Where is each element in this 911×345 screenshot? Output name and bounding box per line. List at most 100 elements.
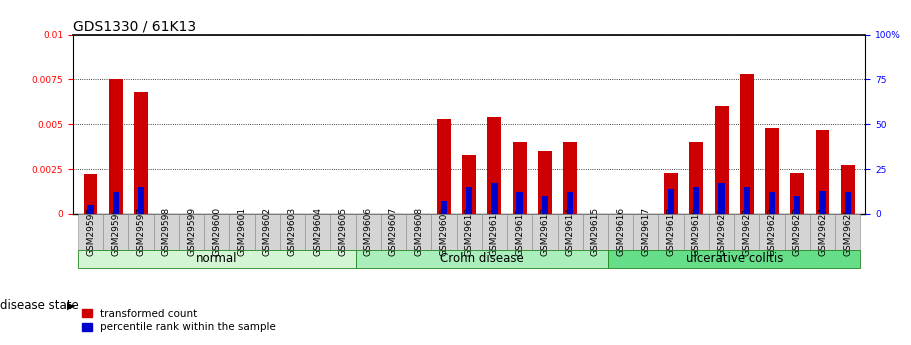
Text: GSM29598: GSM29598 [162, 207, 170, 256]
Bar [819, 190, 825, 214]
Bar [844, 193, 851, 214]
Bar [466, 187, 472, 214]
Text: GSM29600: GSM29600 [212, 207, 221, 256]
FancyBboxPatch shape [431, 214, 456, 250]
Text: GSM29608: GSM29608 [415, 207, 424, 256]
FancyBboxPatch shape [482, 214, 507, 250]
Bar [563, 142, 577, 214]
Bar [538, 151, 552, 214]
FancyBboxPatch shape [583, 214, 608, 250]
FancyBboxPatch shape [684, 214, 709, 250]
FancyBboxPatch shape [78, 250, 355, 268]
FancyBboxPatch shape [154, 214, 179, 250]
Text: GSM29596: GSM29596 [111, 207, 120, 256]
Bar [134, 92, 148, 214]
Bar [765, 128, 779, 214]
Text: GSM29606: GSM29606 [363, 207, 373, 256]
FancyBboxPatch shape [659, 214, 684, 250]
Text: Crohn disease: Crohn disease [440, 252, 524, 265]
Text: GSM29625: GSM29625 [844, 207, 853, 256]
Bar [542, 196, 548, 214]
Text: GSM29618: GSM29618 [667, 207, 676, 256]
Text: GSM29612: GSM29612 [515, 207, 524, 256]
FancyBboxPatch shape [810, 214, 835, 250]
Text: GSM29620: GSM29620 [717, 207, 726, 256]
Text: GSM29621: GSM29621 [742, 207, 752, 256]
Text: normal: normal [196, 252, 238, 265]
FancyBboxPatch shape [608, 250, 860, 268]
FancyBboxPatch shape [305, 214, 331, 250]
FancyBboxPatch shape [103, 214, 128, 250]
Bar [664, 172, 678, 214]
Text: GDS1330 / 61K13: GDS1330 / 61K13 [73, 19, 196, 33]
Bar [841, 166, 855, 214]
FancyBboxPatch shape [204, 214, 230, 250]
Bar [113, 193, 119, 214]
Bar [693, 187, 700, 214]
Text: GSM29602: GSM29602 [262, 207, 271, 256]
Text: GSM29597: GSM29597 [137, 207, 146, 256]
Text: ▶: ▶ [67, 300, 75, 310]
Text: GSM29604: GSM29604 [313, 207, 322, 256]
Bar [87, 205, 94, 214]
Bar [441, 201, 447, 214]
FancyBboxPatch shape [835, 214, 860, 250]
Text: GSM29622: GSM29622 [768, 207, 776, 256]
Bar [138, 187, 144, 214]
FancyBboxPatch shape [507, 214, 532, 250]
FancyBboxPatch shape [78, 214, 103, 250]
Bar [815, 130, 830, 214]
FancyBboxPatch shape [784, 214, 810, 250]
FancyBboxPatch shape [355, 250, 608, 268]
Text: GSM29617: GSM29617 [641, 207, 650, 256]
Text: GSM29595: GSM29595 [86, 207, 95, 256]
Text: GSM29605: GSM29605 [339, 207, 347, 256]
Bar [108, 79, 123, 214]
Bar [567, 193, 573, 214]
Bar [668, 189, 674, 214]
FancyBboxPatch shape [230, 214, 254, 250]
Text: GSM29601: GSM29601 [238, 207, 247, 256]
Text: GSM29624: GSM29624 [818, 207, 827, 256]
Bar [740, 74, 753, 214]
Bar [84, 175, 97, 214]
FancyBboxPatch shape [179, 214, 204, 250]
Bar [517, 193, 523, 214]
FancyBboxPatch shape [254, 214, 280, 250]
Bar [513, 142, 527, 214]
FancyBboxPatch shape [128, 214, 154, 250]
Text: GSM29614: GSM29614 [566, 207, 575, 256]
Text: GSM29613: GSM29613 [540, 207, 549, 256]
Text: disease state: disease state [0, 299, 78, 312]
FancyBboxPatch shape [760, 214, 784, 250]
Text: GSM29623: GSM29623 [793, 207, 802, 256]
Bar [714, 106, 729, 214]
Bar [791, 172, 804, 214]
Bar [437, 119, 451, 214]
Text: GSM29616: GSM29616 [616, 207, 625, 256]
Bar [719, 184, 725, 214]
FancyBboxPatch shape [558, 214, 583, 250]
FancyBboxPatch shape [331, 214, 355, 250]
FancyBboxPatch shape [709, 214, 734, 250]
Text: GSM29609: GSM29609 [439, 207, 448, 256]
Bar [462, 155, 476, 214]
FancyBboxPatch shape [406, 214, 431, 250]
Text: GSM29615: GSM29615 [591, 207, 599, 256]
Bar [794, 196, 801, 214]
Bar [487, 117, 501, 214]
FancyBboxPatch shape [456, 214, 482, 250]
Bar [769, 193, 775, 214]
Text: GSM29611: GSM29611 [490, 207, 499, 256]
FancyBboxPatch shape [734, 214, 760, 250]
FancyBboxPatch shape [608, 214, 633, 250]
Text: GSM29619: GSM29619 [691, 207, 701, 256]
Text: GSM29603: GSM29603 [288, 207, 297, 256]
FancyBboxPatch shape [532, 214, 558, 250]
FancyBboxPatch shape [381, 214, 406, 250]
Bar [491, 184, 497, 214]
Bar [743, 187, 750, 214]
Text: GSM29599: GSM29599 [187, 207, 196, 256]
FancyBboxPatch shape [280, 214, 305, 250]
Bar [690, 142, 703, 214]
